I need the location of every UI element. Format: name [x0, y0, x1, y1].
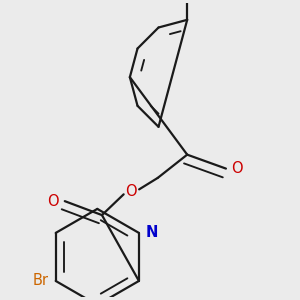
Text: O: O [48, 194, 59, 208]
Text: O: O [126, 184, 137, 199]
Text: Br: Br [33, 274, 49, 289]
Text: N: N [146, 225, 158, 240]
Text: O: O [232, 161, 243, 176]
